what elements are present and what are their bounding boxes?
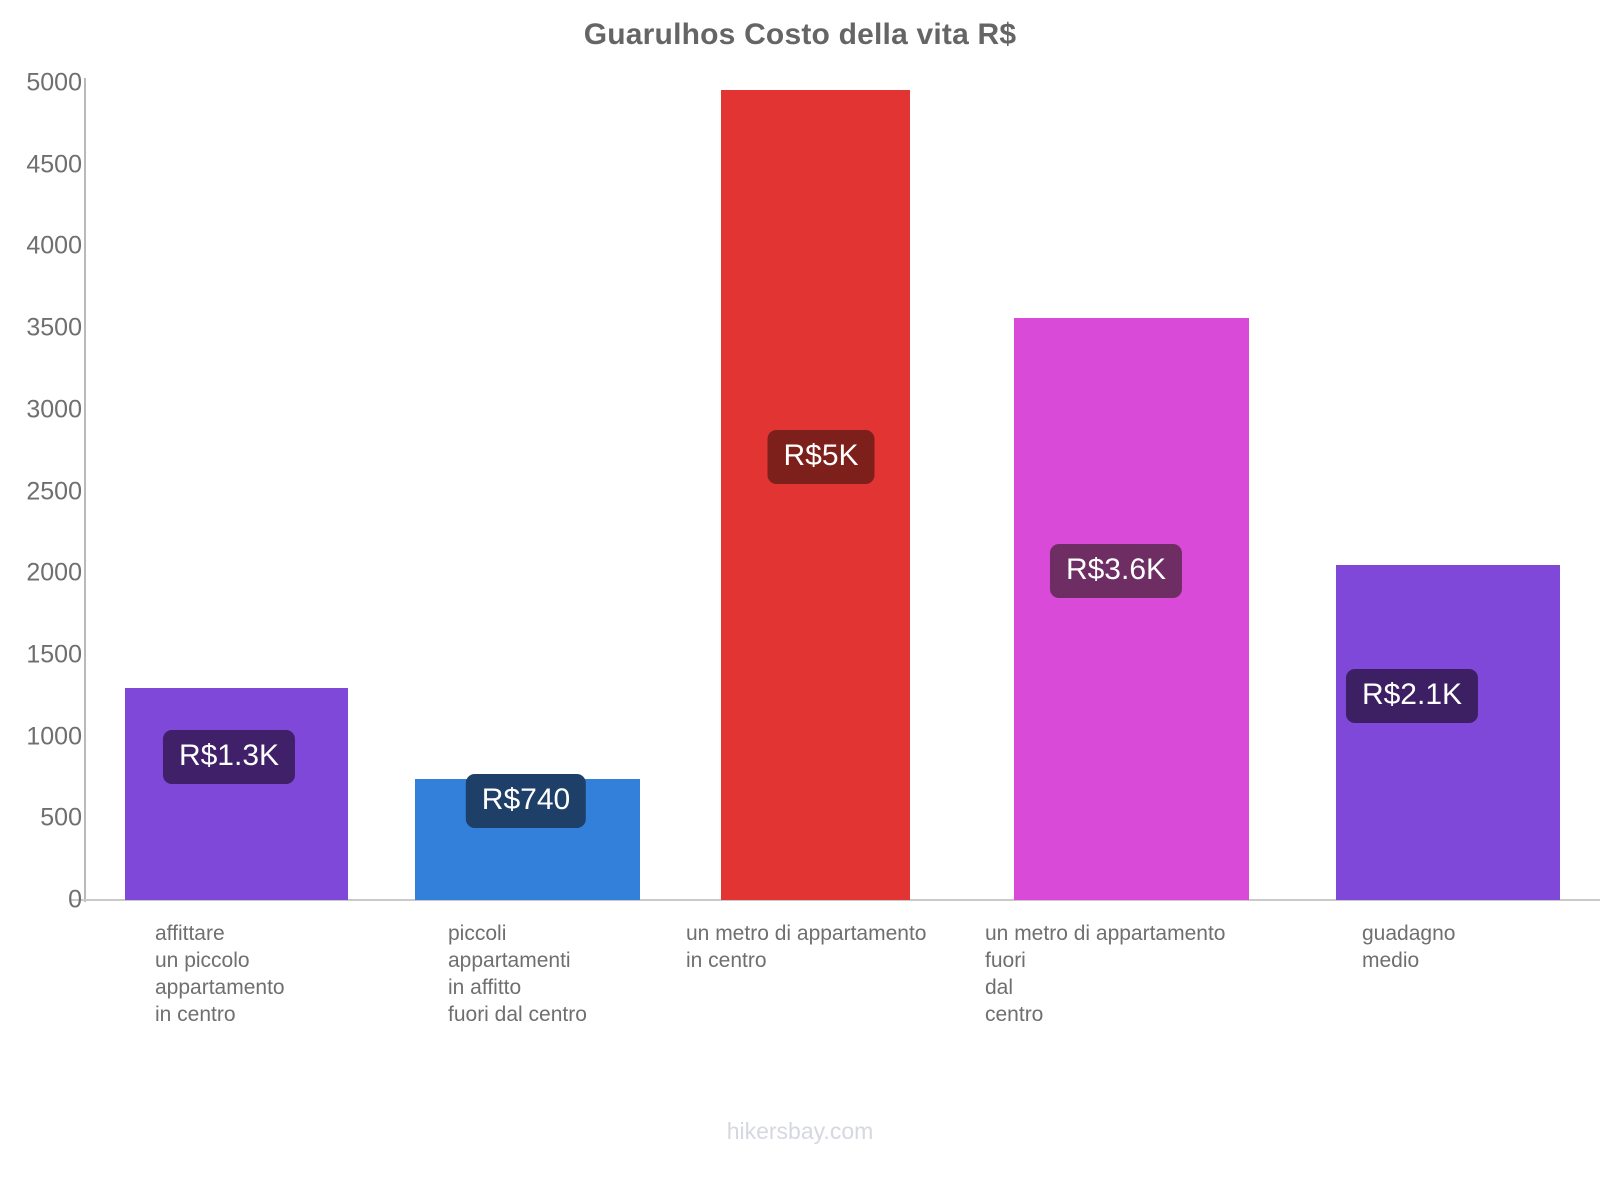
bar[interactable] bbox=[1336, 565, 1560, 900]
plot-area: 0 500 1000 1500 2000 2500 3000 3500 4000 4500 5000… bbox=[26, 68, 1600, 914]
y-axis-tick-label: 4000 bbox=[26, 231, 82, 260]
bar-value-label: R$3.6K bbox=[1049, 544, 1183, 598]
x-axis-category-label: piccoli appartamenti in affitto fuori da… bbox=[448, 922, 587, 1026]
bar[interactable] bbox=[125, 687, 348, 900]
x-axis-category-label: un metro di appartamento fuori dal centr… bbox=[985, 922, 1226, 1026]
bar-value-label: R$5K bbox=[767, 430, 875, 484]
y-axis-tick-label: 3000 bbox=[26, 395, 82, 424]
bar[interactable] bbox=[721, 89, 910, 900]
x-axis-category-label: un metro di appartamento in centro bbox=[686, 922, 927, 972]
y-axis-tick-label: 1500 bbox=[26, 640, 82, 669]
y-axis-tick-label: 1000 bbox=[26, 722, 82, 751]
x-axis-category-label: guadagno medio bbox=[1362, 922, 1456, 972]
bar-value-label: R$2.1K bbox=[1345, 669, 1479, 723]
x-axis-category-label: affittare un piccolo appartamento in cen… bbox=[155, 922, 285, 1026]
y-axis-tick-label: 0 bbox=[68, 885, 82, 914]
y-axis-tick-label: 3500 bbox=[26, 313, 82, 342]
bar-value-label: R$740 bbox=[465, 774, 587, 828]
page-title: Guarulhos Costo della vita R$ bbox=[583, 18, 1017, 51]
y-axis-tick-label: 2000 bbox=[26, 558, 82, 587]
y-axis-line bbox=[84, 78, 86, 902]
bar-value-label: R$1.3K bbox=[162, 730, 296, 784]
y-axis-tick-label: 2500 bbox=[26, 477, 82, 505]
bar[interactable] bbox=[1014, 318, 1249, 900]
y-axis-tick-label: 5000 bbox=[26, 68, 82, 97]
x-axis-line bbox=[70, 899, 1600, 901]
y-axis-tick-label: 500 bbox=[40, 803, 82, 832]
watermark-footer: hikersbay.com bbox=[726, 1118, 874, 1144]
y-axis-tick-label: 4500 bbox=[26, 150, 82, 179]
